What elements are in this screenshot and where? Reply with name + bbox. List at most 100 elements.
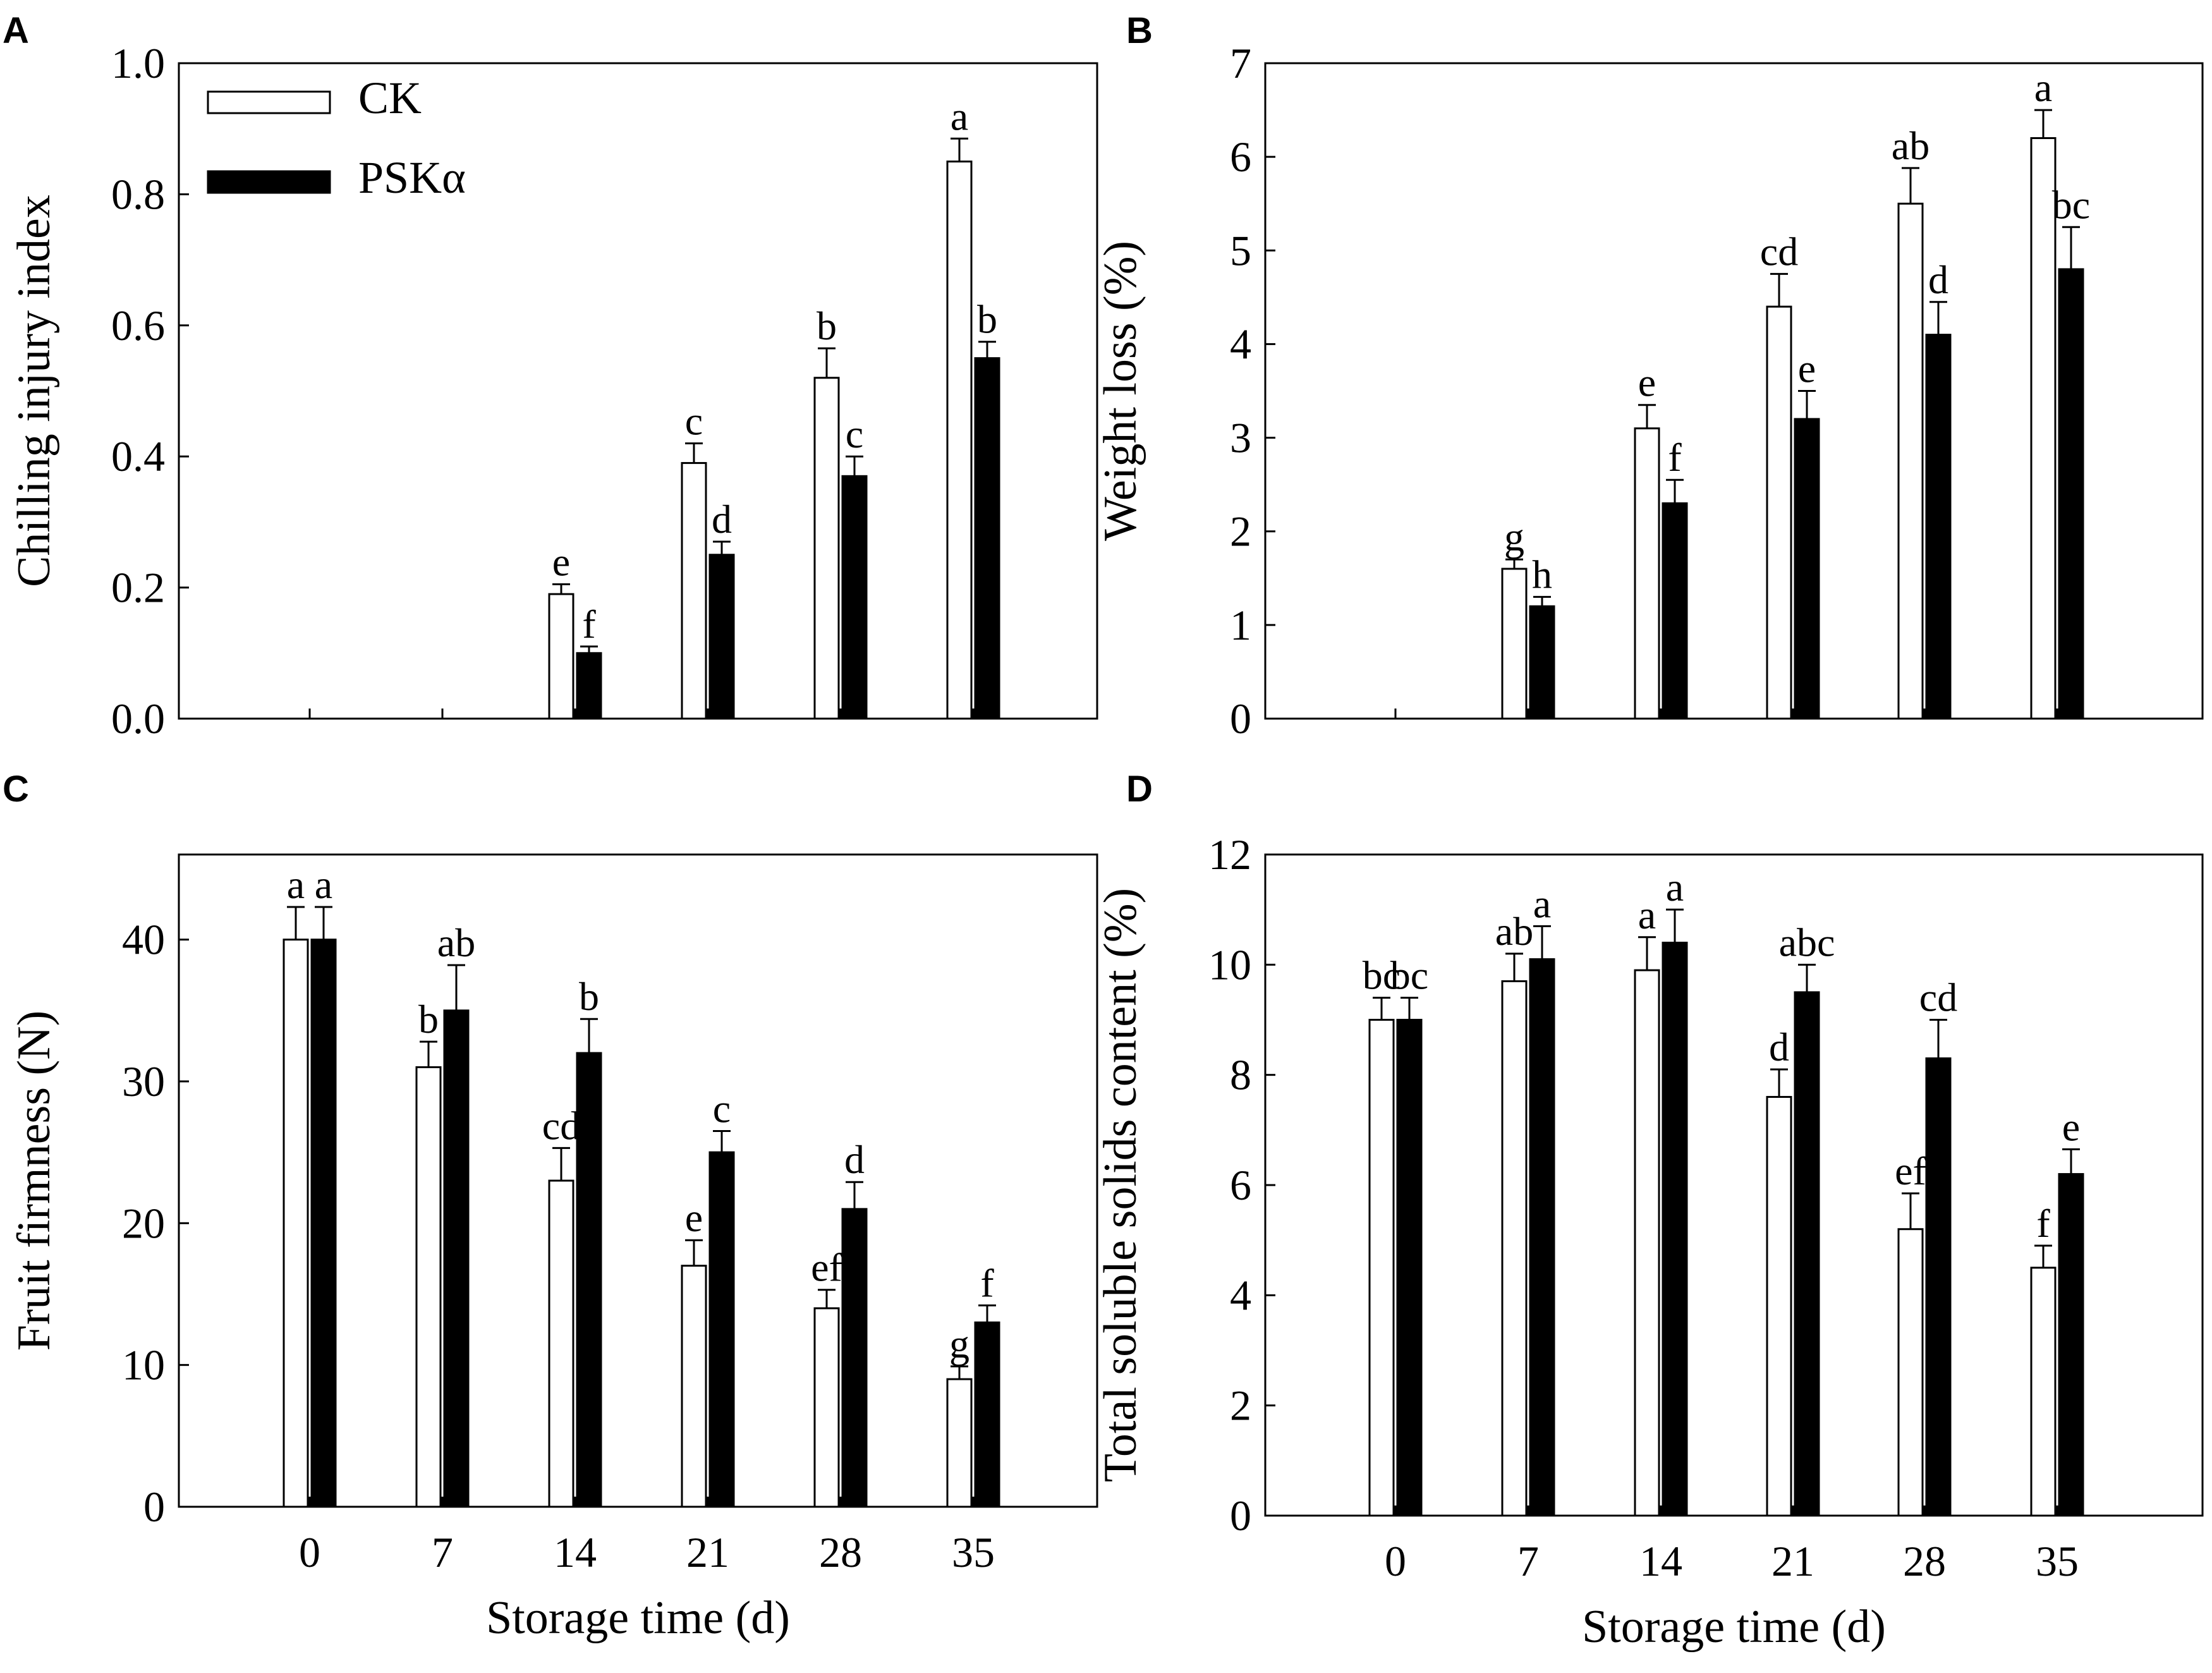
y-tick-label: 8: [1230, 1051, 1251, 1099]
panel-A: A 0.0 0.2 0.4 0.6 0.8 1.0 Chilling injury index…: [3, 10, 1098, 743]
significance-letter: ab: [437, 920, 475, 965]
bar-ck: [283, 939, 309, 1508]
significance-letter: ab: [1495, 909, 1533, 954]
y-tick-label: 12: [1208, 830, 1251, 879]
bar-ck: [813, 1307, 840, 1508]
y-tick-label: 6: [1230, 133, 1251, 181]
significance-letter: ef: [1895, 1148, 1926, 1193]
bar-ck: [2030, 1267, 2057, 1517]
y-axis-title: Chilling injury index: [8, 195, 60, 587]
y-tick-label: 40: [122, 916, 165, 964]
bar-psk: [2058, 268, 2084, 720]
significance-letter: cd: [1760, 229, 1798, 274]
significance-letter: bc: [1390, 953, 1428, 998]
y-tick-label: 0.4: [111, 432, 165, 480]
bar-ck: [1897, 202, 1924, 720]
y-axis-title: Weight loss (%): [1095, 241, 1146, 541]
bar-ck: [946, 1378, 973, 1508]
significance-letter: e: [1798, 346, 1816, 391]
y-tick-label: 5: [1230, 226, 1251, 274]
bar-ck: [415, 1066, 442, 1508]
bar-psk: [1925, 334, 1952, 720]
bar-psk: [708, 1151, 735, 1508]
bar-ck: [813, 377, 840, 720]
y-tick-label: 1.0: [111, 39, 165, 87]
panel-letter: D: [1126, 769, 1153, 810]
significance-letter: abc: [1779, 920, 1835, 964]
bar-psk: [576, 652, 602, 720]
bar-psk: [708, 554, 735, 720]
significance-letter: f: [980, 1260, 994, 1305]
y-tick-label: 2: [1230, 508, 1251, 556]
plot-frame: [1264, 62, 2204, 720]
significance-letter: g: [949, 1322, 969, 1366]
significance-letter: f: [2036, 1201, 2050, 1246]
x-tick-label: 28: [1903, 1537, 1946, 1585]
significance-letter: g: [1504, 514, 1524, 559]
significance-letter: ef: [811, 1245, 842, 1290]
y-tick-label: 6: [1230, 1161, 1251, 1209]
y-tick-label: 10: [122, 1341, 165, 1389]
significance-letter: d: [844, 1137, 865, 1182]
bar-psk: [1794, 991, 1820, 1517]
significance-letter: a: [287, 862, 305, 907]
y-tick-label: 3: [1230, 414, 1251, 462]
significance-letter: a: [1533, 881, 1551, 926]
bar-psk: [1662, 941, 1688, 1517]
legend-swatch-ck: [207, 90, 331, 114]
bar-ck: [681, 1265, 707, 1508]
plot-frame: [178, 62, 1098, 720]
significance-letter: b: [817, 303, 837, 348]
significance-letter: d: [1769, 1025, 1789, 1069]
y-tick-label: 0.6: [111, 301, 165, 350]
x-tick-label: 35: [2036, 1537, 2079, 1585]
bar-ck: [1501, 980, 1528, 1517]
bar-ck: [1501, 568, 1528, 720]
y-tick-label: 0.0: [111, 695, 165, 743]
significance-letter: f: [1668, 435, 1682, 480]
significance-letter: a: [951, 94, 968, 138]
bar-ck: [681, 462, 707, 720]
significance-letter: a: [1666, 865, 1684, 910]
bar-psk: [841, 475, 868, 720]
significance-letter: a: [2034, 65, 2052, 110]
significance-letter: bc: [1363, 953, 1401, 998]
significance-letter: b: [579, 974, 599, 1019]
significance-letter: c: [846, 411, 863, 456]
y-tick-label: 0.8: [111, 170, 165, 218]
significance-letter: f: [582, 602, 596, 647]
significance-letter: b: [977, 297, 997, 342]
x-tick-label: 14: [1639, 1537, 1682, 1585]
bar-psk: [310, 939, 337, 1508]
bar-ck: [1897, 1228, 1924, 1517]
x-axis-title: Storage time (d): [1582, 1601, 1886, 1653]
y-tick-label: 0: [143, 1483, 165, 1531]
legend-label: CK: [358, 73, 422, 123]
significance-letter: bc: [2052, 182, 2090, 227]
bar-ck: [1766, 305, 1792, 720]
x-tick-label: 0: [1385, 1537, 1406, 1585]
bar-ck: [548, 1179, 574, 1508]
significance-letter: a: [315, 862, 332, 907]
x-tick-label: 14: [554, 1528, 597, 1576]
bar-ck: [1368, 1019, 1395, 1517]
x-tick-label: 28: [819, 1528, 862, 1576]
bar-psk: [1529, 605, 1555, 720]
bar-psk: [1794, 418, 1820, 720]
x-tick-label: 0: [299, 1528, 320, 1576]
significance-letter: a: [1638, 892, 1656, 937]
x-tick-label: 35: [952, 1528, 995, 1576]
bar-psk: [2058, 1173, 2084, 1517]
bar-psk: [974, 1321, 1000, 1508]
bar-ck: [946, 161, 973, 720]
y-tick-label: 0: [1230, 695, 1251, 743]
y-tick-label: 20: [122, 1199, 165, 1247]
bar-psk: [1662, 502, 1688, 720]
significance-letter: e: [1638, 360, 1656, 405]
bar-ck: [1766, 1096, 1792, 1517]
bar-ck: [1634, 427, 1660, 720]
panel-letter: A: [3, 10, 29, 51]
bar-ck: [548, 593, 574, 720]
